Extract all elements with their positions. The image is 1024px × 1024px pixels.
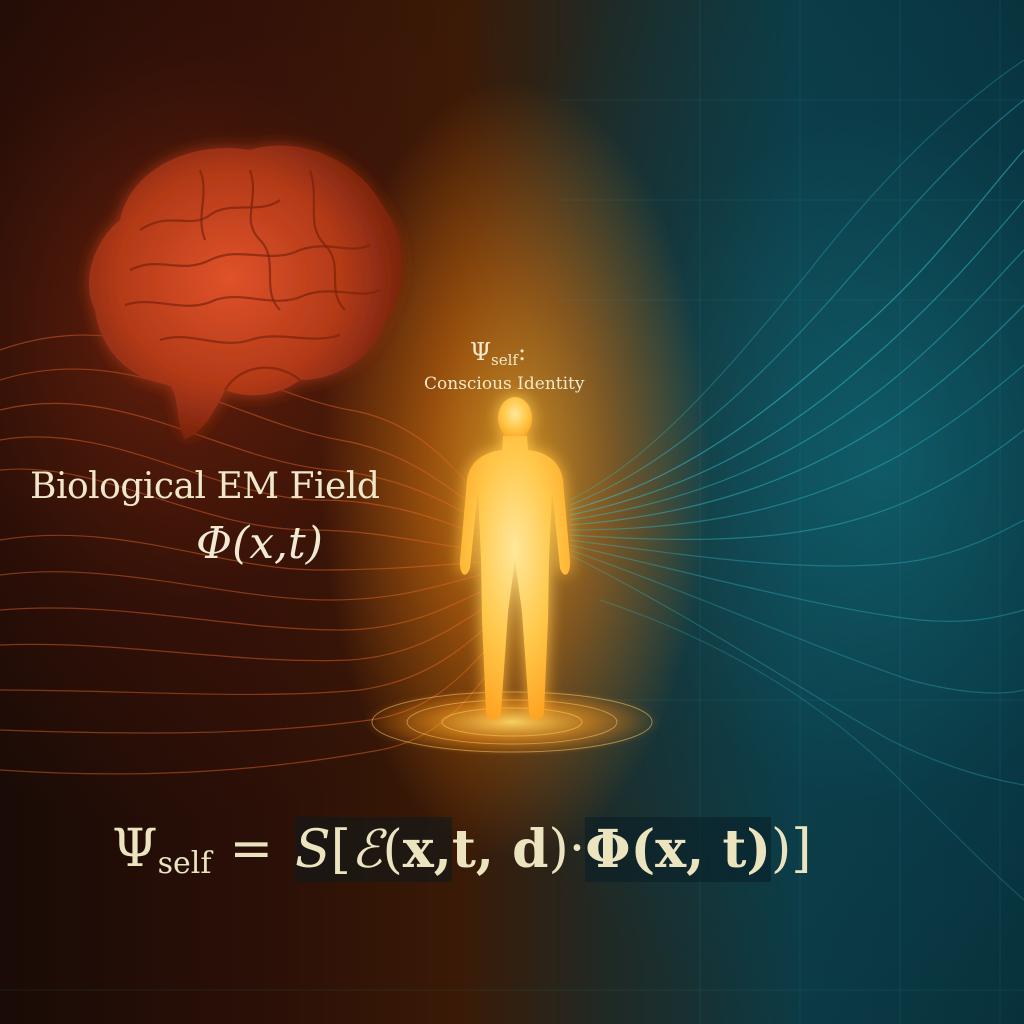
equation-operator-e: ℰ [350,819,383,880]
equation-lhs-subscript: self [157,845,212,881]
equation-paren-open: ( [382,819,403,880]
equation-bracket-close: )] [771,819,812,879]
equation-operator-block: S[ℰ(x, [295,816,452,882]
brain-illustration [89,145,402,440]
equation-lhs: Ψ [112,819,158,879]
main-equation: Ψ self = S[ℰ(x, t, d) · Φ(x, t))] [112,806,812,892]
glow-rings [371,691,653,753]
field-symbol: Φ(x,t) [196,518,323,569]
equation-paren-close: ) [548,819,569,879]
equation-operator-s: S [295,819,331,880]
glow-pool [362,688,662,756]
identity-label: Ψself: [470,338,527,369]
equation-args-1: x, [402,818,452,880]
equation-dot: · [568,819,586,879]
equation-equals: = [229,819,274,879]
equation-args-2: t, d [451,818,549,880]
teal-waves [569,59,1024,901]
psi-symbol: Ψ [470,338,492,366]
equation-phi-term: Φ(x, t) [585,816,772,882]
field-label: Biological EM Field [30,466,380,507]
psi-subscript: self [491,351,518,369]
identity-caption: Conscious Identity [424,374,585,394]
psi-colon: : [517,338,527,366]
em-field-lines [0,334,506,775]
equation-bracket-open: [ [330,819,351,880]
human-figure-silhouette [459,397,571,720]
